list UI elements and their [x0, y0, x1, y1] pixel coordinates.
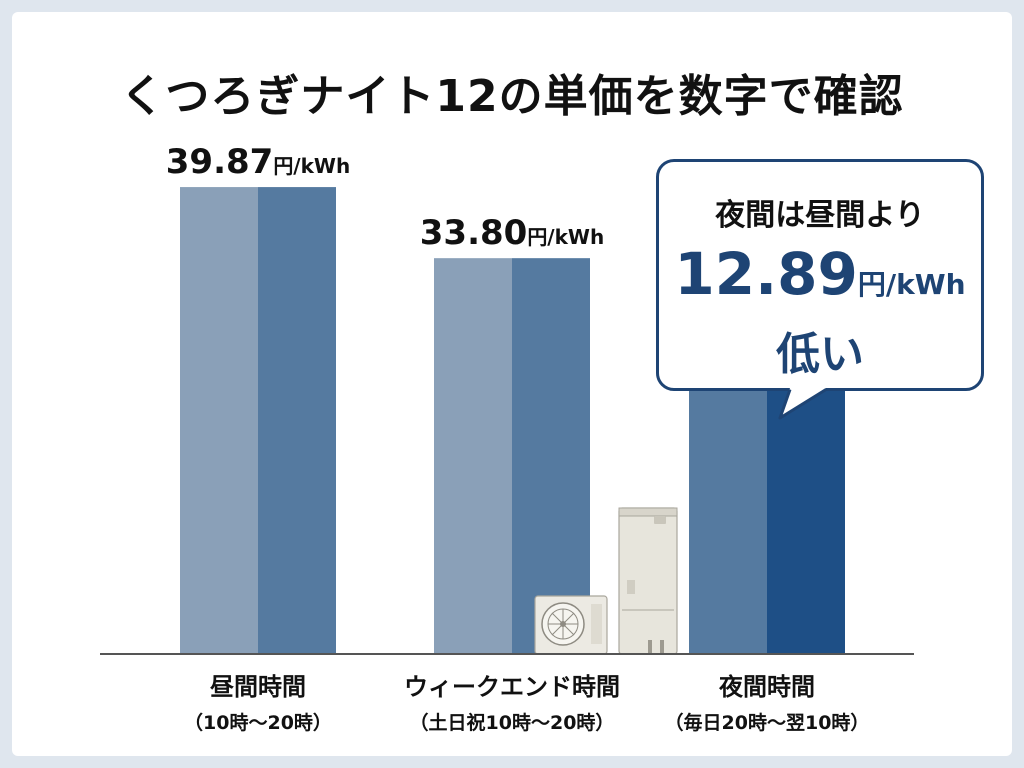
- category-label-1: ウィークエンド時間: [404, 673, 620, 701]
- value-label-0: 39.87円/kWh: [166, 142, 350, 182]
- bar-left-half-1: [434, 258, 512, 654]
- category-sublabel-0: （10時～20時）: [184, 711, 332, 734]
- value-number-0: 39.87: [166, 142, 274, 182]
- bar-right-half-1: [512, 258, 590, 654]
- category-label-2: 夜間時間: [718, 673, 815, 701]
- difference-callout: 夜間は昼間より 12.89円/kWh 低い: [656, 159, 984, 391]
- bar-right-half-0: [258, 187, 336, 654]
- outdoor-unit-icon: [534, 595, 608, 655]
- category-sublabel-1: （土日祝10時～20時）: [410, 711, 615, 734]
- callout-unit: 円/kWh: [857, 268, 966, 301]
- value-label-1: 33.80円/kWh: [420, 213, 604, 253]
- value-number-1: 33.80: [420, 213, 528, 253]
- chart-title: くつろぎナイト12の単価を数字で確認: [120, 71, 904, 122]
- callout-amount: 12.89: [674, 240, 858, 308]
- bars-group: [180, 187, 845, 654]
- water-heater-illustration: [534, 507, 678, 655]
- value-unit-1: 円/kWh: [527, 225, 604, 249]
- bar-left-half-0: [180, 187, 258, 654]
- callout-amount-row: 12.89円/kWh: [659, 240, 981, 308]
- category-labels-group: 昼間時間 （10時～20時） ウィークエンド時間 （土日祝10時～20時） 夜間時間 （毎…: [184, 673, 869, 734]
- hot-water-tank-icon: [618, 507, 678, 655]
- callout-line3: 低い: [776, 329, 864, 380]
- value-unit-0: 円/kWh: [273, 154, 350, 178]
- category-sublabel-2: （毎日20時～翌10時）: [665, 711, 870, 734]
- callout-line1: 夜間は昼間より: [715, 198, 925, 233]
- category-label-0: 昼間時間: [210, 673, 306, 701]
